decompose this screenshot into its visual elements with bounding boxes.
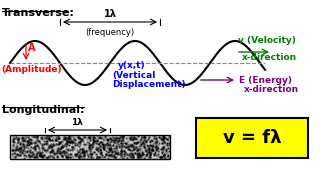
Text: v (Velocity): v (Velocity) bbox=[238, 36, 296, 45]
Text: 1λ: 1λ bbox=[104, 9, 116, 19]
Text: Transverse:: Transverse: bbox=[2, 8, 75, 18]
Bar bbox=[10, 135, 170, 159]
Text: v = fλ: v = fλ bbox=[223, 129, 281, 147]
Text: Displacement): Displacement) bbox=[112, 80, 186, 89]
Text: (Vertical: (Vertical bbox=[112, 71, 156, 80]
Text: y(x,t): y(x,t) bbox=[118, 61, 146, 70]
Text: A: A bbox=[28, 43, 36, 53]
Text: (Amplitude): (Amplitude) bbox=[1, 65, 62, 74]
FancyBboxPatch shape bbox=[196, 118, 308, 158]
Text: E (Energy): E (Energy) bbox=[239, 76, 292, 85]
Text: x-direction: x-direction bbox=[242, 53, 297, 62]
Text: 1λ: 1λ bbox=[71, 118, 84, 127]
Text: (frequency): (frequency) bbox=[85, 28, 135, 37]
Text: Longitudinal:: Longitudinal: bbox=[2, 105, 84, 115]
Text: x-direction: x-direction bbox=[244, 85, 299, 94]
